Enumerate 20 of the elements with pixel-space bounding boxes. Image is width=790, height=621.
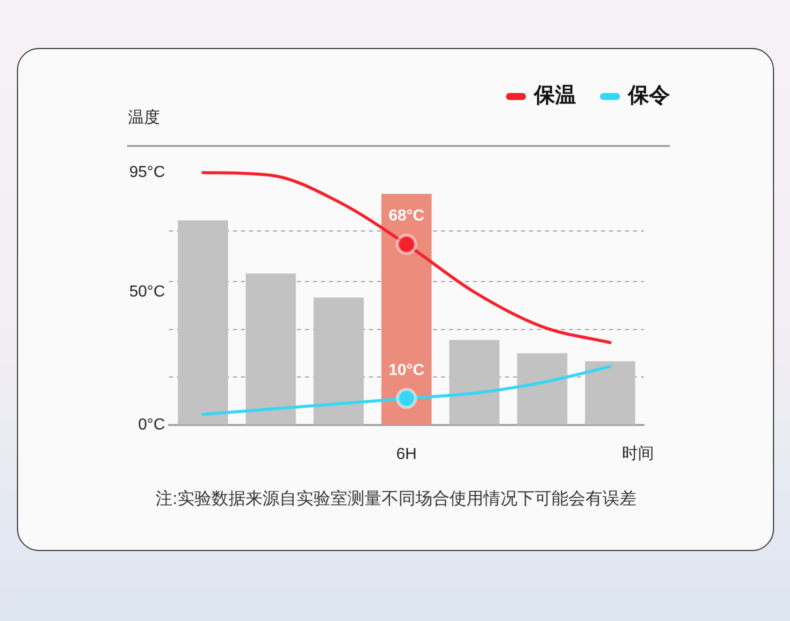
line-series — [201, 365, 612, 416]
bar — [381, 194, 432, 424]
bar — [517, 353, 568, 424]
bar — [449, 340, 500, 424]
data-label: 10°C — [388, 362, 425, 379]
bar — [178, 220, 228, 424]
bar — [314, 297, 364, 424]
bar — [584, 361, 636, 424]
x-tick-label: 6H — [396, 446, 417, 464]
y-tick-label: 95°C — [129, 164, 165, 181]
bar — [246, 274, 296, 424]
legend-label: 保令 — [628, 83, 670, 109]
line-series — [201, 171, 612, 344]
data-label: 68°C — [388, 208, 425, 225]
legend-label: 保温 — [534, 83, 576, 109]
y-axis-title: 温度 — [128, 108, 160, 126]
y-tick-label: 0°C — [138, 416, 165, 434]
y-tick-label: 50°C — [129, 284, 165, 301]
text: 注:实验数据来源自实验室测量不同场合使用情况下可能会有误差 — [154, 488, 638, 510]
x-axis-title: 时间 — [622, 444, 654, 462]
